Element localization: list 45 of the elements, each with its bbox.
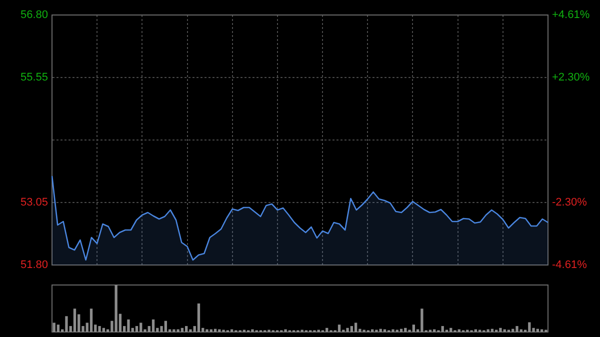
y-tick-label: 53.05 [20, 196, 48, 209]
bar [135, 326, 138, 332]
y2-tick-label: -2.30% [552, 196, 588, 208]
y2-tick-label: +2.30% [552, 72, 590, 84]
bar [176, 329, 180, 332]
bar [52, 322, 56, 332]
bar [392, 329, 394, 332]
bar [354, 322, 358, 332]
y-tick-label: 56.80 [20, 9, 48, 22]
bar [172, 329, 176, 332]
bar [127, 319, 130, 332]
bar [102, 328, 105, 332]
bar [528, 322, 531, 332]
bar [516, 326, 518, 332]
bar [499, 328, 502, 332]
y2-tick-label: +4.61% [552, 9, 590, 22]
y-tick-label: 51.80 [20, 259, 48, 272]
bar [189, 329, 192, 332]
bar [65, 316, 68, 332]
bar [90, 308, 93, 332]
bar [412, 324, 415, 332]
bar [404, 328, 407, 332]
bar [73, 308, 76, 332]
y-tick-label: 55.55 [20, 72, 48, 84]
bar [56, 324, 60, 332]
bar [180, 328, 184, 332]
bar [420, 308, 424, 332]
bar [185, 326, 188, 332]
bar [326, 328, 328, 332]
bar [338, 324, 341, 332]
bar [486, 329, 490, 332]
bar [140, 322, 142, 332]
y2-tick-label: -4.61% [552, 259, 588, 272]
bar [114, 285, 118, 332]
bar [346, 328, 349, 332]
bar [251, 329, 254, 332]
bar [206, 329, 208, 332]
bar [152, 319, 155, 332]
bar [441, 326, 444, 332]
bar [98, 326, 101, 332]
bar [284, 329, 287, 332]
bar [350, 326, 353, 332]
bar [164, 320, 167, 332]
bar [197, 303, 200, 332]
bar [450, 328, 452, 332]
